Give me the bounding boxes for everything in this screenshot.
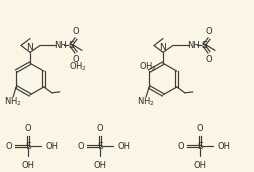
Text: NH: NH — [187, 41, 200, 50]
Text: OH: OH — [118, 142, 131, 151]
Text: OH$_2$: OH$_2$ — [69, 61, 87, 73]
Text: S: S — [97, 142, 102, 151]
Text: OH: OH — [21, 161, 34, 170]
Text: O: O — [205, 55, 212, 64]
Text: OH: OH — [46, 142, 59, 151]
Text: O: O — [72, 26, 79, 36]
Text: S: S — [200, 41, 206, 50]
Text: O: O — [205, 26, 212, 36]
Text: NH: NH — [54, 41, 67, 50]
Text: N: N — [159, 43, 166, 52]
Text: N: N — [26, 43, 33, 52]
Text: NH$_2$: NH$_2$ — [4, 95, 22, 108]
Text: O: O — [77, 142, 84, 151]
Text: S: S — [68, 41, 74, 50]
Text: O: O — [196, 124, 202, 133]
Text: O: O — [96, 124, 103, 133]
Text: O: O — [177, 142, 183, 151]
Text: O: O — [5, 142, 12, 151]
Text: S: S — [25, 142, 31, 151]
Text: OH: OH — [93, 161, 106, 170]
Text: NH$_2$: NH$_2$ — [137, 95, 154, 108]
Text: OH: OH — [193, 161, 206, 170]
Text: OH: OH — [217, 142, 230, 151]
Text: OH$_2$: OH$_2$ — [138, 61, 156, 73]
Text: O: O — [25, 124, 31, 133]
Text: S: S — [196, 142, 202, 151]
Text: O: O — [72, 55, 79, 64]
